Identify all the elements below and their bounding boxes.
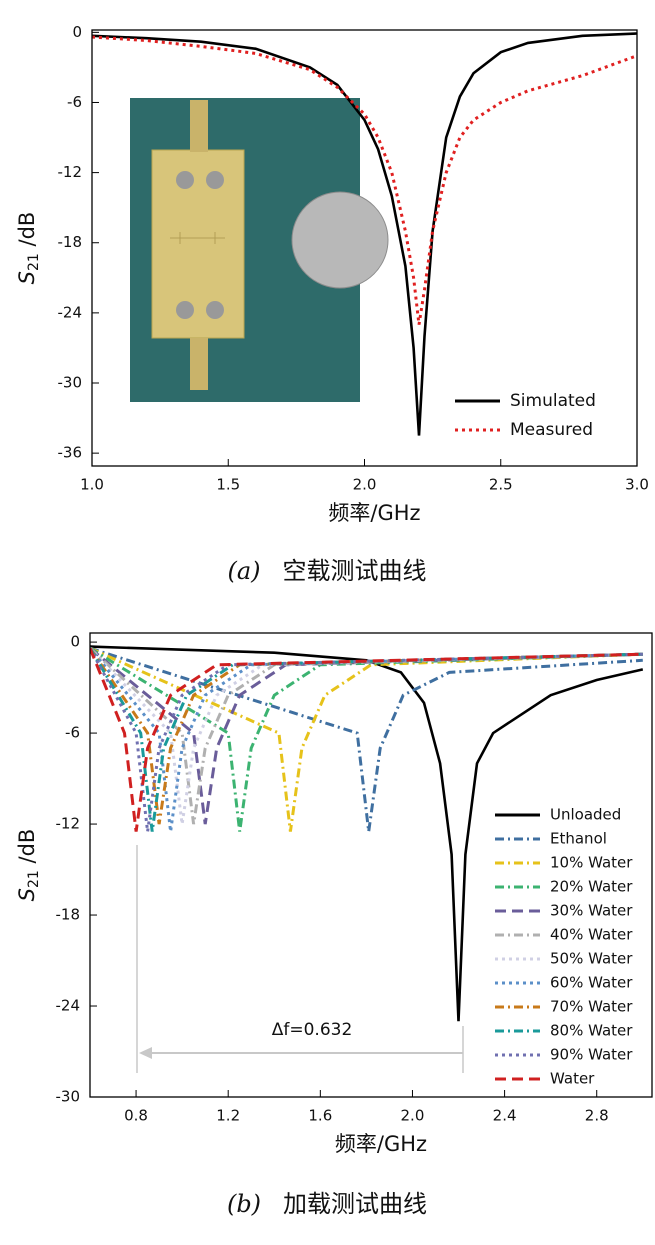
y-label-main: S (15, 271, 39, 284)
y-tick-label: -18 (58, 233, 83, 251)
legend-label: Measured (510, 420, 593, 440)
x-tick-label: 2.0 (401, 1107, 425, 1125)
legend-label: 20% Water (550, 878, 633, 896)
legend-label: 30% Water (550, 902, 633, 920)
y-tick-label: -12 (56, 815, 81, 833)
series-line (90, 647, 643, 832)
series-line (92, 35, 637, 325)
y-label-sub: 21 (26, 870, 42, 888)
legend-label: Simulated (510, 391, 596, 411)
legend-label: 10% Water (550, 854, 633, 872)
y-label-main: S (15, 888, 39, 901)
x-tick-label: 2.5 (489, 476, 513, 494)
x-tick-label: 0.8 (124, 1107, 148, 1125)
y-axis-label: S21 /dB (15, 212, 42, 285)
y-tick-label: 0 (70, 633, 80, 651)
annotation-arrowhead (139, 1047, 152, 1059)
legend-label: Water (550, 1070, 595, 1088)
y-label-unit: /dB (15, 829, 39, 871)
legend-label: 90% Water (550, 1046, 633, 1064)
y-label-unit: /dB (15, 212, 39, 254)
x-tick-label: 1.2 (216, 1107, 240, 1125)
y-tick-label: -24 (56, 997, 81, 1015)
legend-label: 70% Water (550, 998, 633, 1016)
legend-label: 80% Water (550, 1022, 633, 1040)
caption-label: (a) (227, 557, 260, 585)
caption: (b) 加载测试曲线 (227, 1190, 427, 1218)
x-axis-label: 频率/GHz (335, 1132, 427, 1156)
y-tick-label: 0 (72, 23, 82, 41)
axes-frame (89, 632, 653, 1098)
series-line (90, 647, 643, 825)
annotation-text: Δf=0.632 (272, 1020, 353, 1040)
caption-text: 空载测试曲线 (283, 557, 427, 585)
y-label-sub: 21 (26, 253, 42, 271)
y-tick-label: -18 (56, 906, 81, 924)
series-line (90, 647, 643, 825)
x-tick-label: 3.0 (625, 476, 649, 494)
y-tick-label: -36 (58, 444, 83, 462)
y-tick-label: -6 (65, 724, 80, 742)
caption: (a) 空载测试曲线 (227, 557, 426, 585)
x-tick-label: 2.8 (585, 1107, 609, 1125)
legend-label: Ethanol (550, 830, 607, 848)
legend-label: 50% Water (550, 950, 633, 968)
x-tick-label: 1.6 (308, 1107, 332, 1125)
x-axis-label: 频率/GHz (328, 501, 420, 525)
caption-text: 加载测试曲线 (283, 1190, 427, 1218)
legend-label: 40% Water (550, 926, 633, 944)
y-axis-label: S21 /dB (15, 829, 42, 902)
y-tick-label: -12 (58, 163, 83, 181)
y-tick-label: -30 (56, 1088, 81, 1106)
y-tick-label: -30 (58, 374, 83, 392)
series-line (90, 647, 643, 825)
plot-area (92, 32, 637, 436)
series-line (90, 646, 643, 832)
legend-label: Unloaded (550, 806, 621, 824)
series-line (90, 645, 644, 1022)
x-tick-label: 1.5 (216, 476, 240, 494)
y-tick-label: -6 (67, 93, 82, 111)
series-line (90, 647, 643, 825)
plot-area (90, 645, 644, 1022)
legend-label: 60% Water (550, 974, 633, 992)
caption-label: (b) (227, 1190, 261, 1218)
x-tick-label: 2.4 (493, 1107, 517, 1125)
x-tick-label: 2.0 (353, 476, 377, 494)
y-tick-label: -24 (58, 303, 83, 321)
series-line (92, 32, 637, 436)
series-line (90, 647, 643, 832)
x-tick-label: 1.0 (80, 476, 104, 494)
inset-photo (130, 98, 389, 402)
